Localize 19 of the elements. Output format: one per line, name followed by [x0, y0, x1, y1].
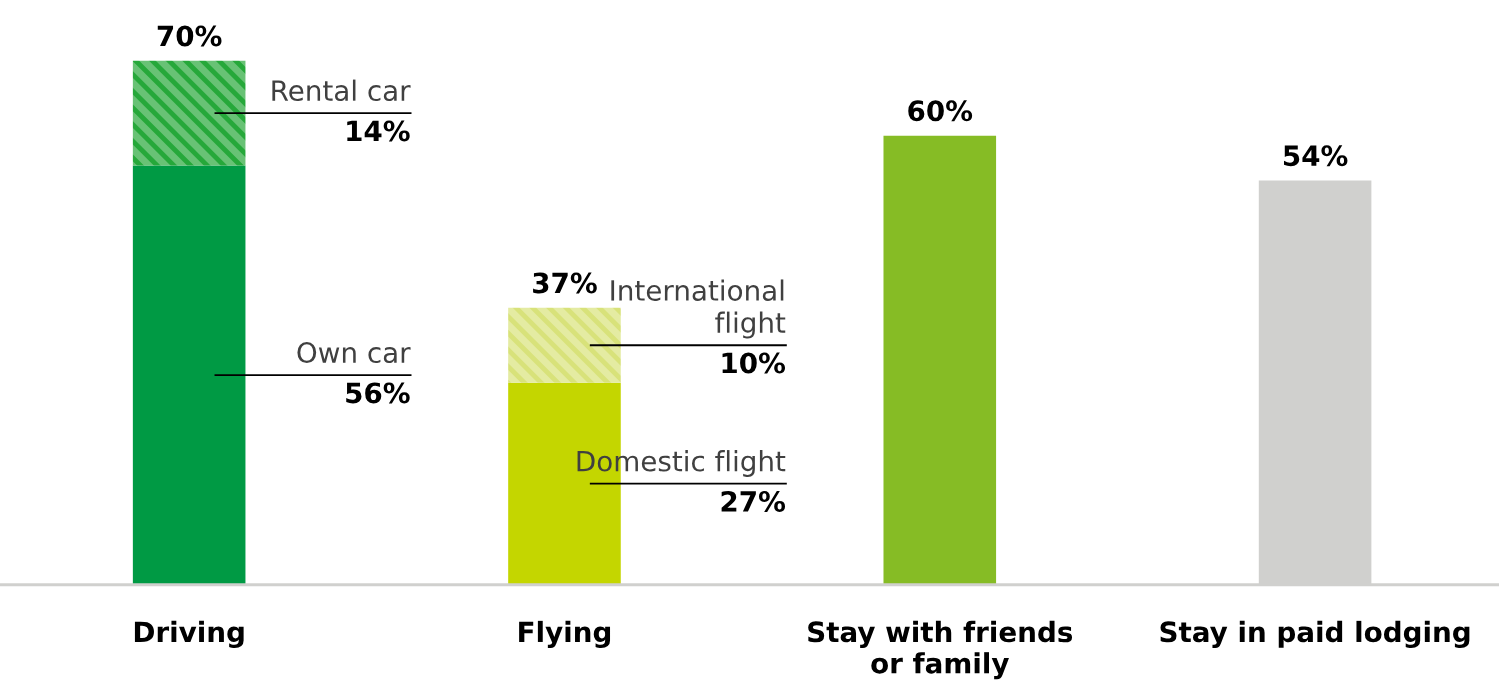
total-label: 54%: [1284, 145, 1348, 167]
x-tick-label: Stay with friends or family: [808, 620, 1073, 680]
data-label: 14%: [347, 120, 410, 142]
data-label: 27%: [721, 490, 786, 512]
bar: [132, 60, 246, 166]
annotation: International flight: [611, 279, 786, 339]
bar: [508, 307, 621, 383]
total-label: 60%: [908, 100, 973, 122]
annotation: Rental car: [272, 79, 411, 102]
data-label: 56%: [346, 382, 410, 404]
bar: [132, 165, 246, 585]
data-label: 10%: [722, 352, 786, 374]
x-tick-label: Flying: [519, 620, 611, 648]
annotation: Own car: [297, 342, 411, 364]
bar: [883, 135, 997, 585]
total-label: 37%: [533, 272, 597, 294]
total-label: 70%: [157, 25, 222, 47]
x-tick-label: Stay in paid lodging: [1160, 620, 1470, 648]
x-tick-label: Driving: [134, 620, 244, 648]
